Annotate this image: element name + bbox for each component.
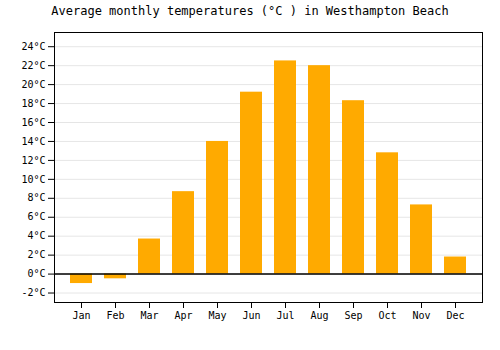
svg-text:16°C: 16°C (21, 117, 45, 128)
svg-text:Jan: Jan (72, 310, 90, 321)
svg-text:Dec: Dec (446, 310, 464, 321)
svg-text:14°C: 14°C (21, 136, 45, 147)
svg-text:18°C: 18°C (21, 98, 45, 109)
svg-text:Mar: Mar (140, 310, 158, 321)
svg-text:Apr: Apr (174, 310, 192, 321)
svg-text:Oct: Oct (378, 310, 396, 321)
svg-text:Jun: Jun (242, 310, 260, 321)
svg-text:2°C: 2°C (27, 249, 45, 260)
svg-text:22°C: 22°C (21, 60, 45, 71)
svg-text:Sep: Sep (344, 310, 362, 321)
svg-text:24°C: 24°C (21, 41, 45, 52)
svg-text:Nov: Nov (412, 310, 430, 321)
svg-text:8°C: 8°C (27, 192, 45, 203)
svg-text:-2°C: -2°C (21, 287, 45, 298)
svg-text:0°C: 0°C (27, 268, 45, 279)
svg-text:10°C: 10°C (21, 174, 45, 185)
svg-text:May: May (208, 310, 226, 321)
svg-text:6°C: 6°C (27, 211, 45, 222)
svg-text:Aug: Aug (310, 310, 328, 321)
svg-text:20°C: 20°C (21, 79, 45, 90)
svg-text:12°C: 12°C (21, 155, 45, 166)
svg-text:4°C: 4°C (27, 230, 45, 241)
svg-text:Jul: Jul (276, 310, 294, 321)
svg-text:Feb: Feb (106, 310, 124, 321)
html-text:Average monthly temperatures (: Average monthly temperatures (°C ) in We… (51, 4, 449, 18)
